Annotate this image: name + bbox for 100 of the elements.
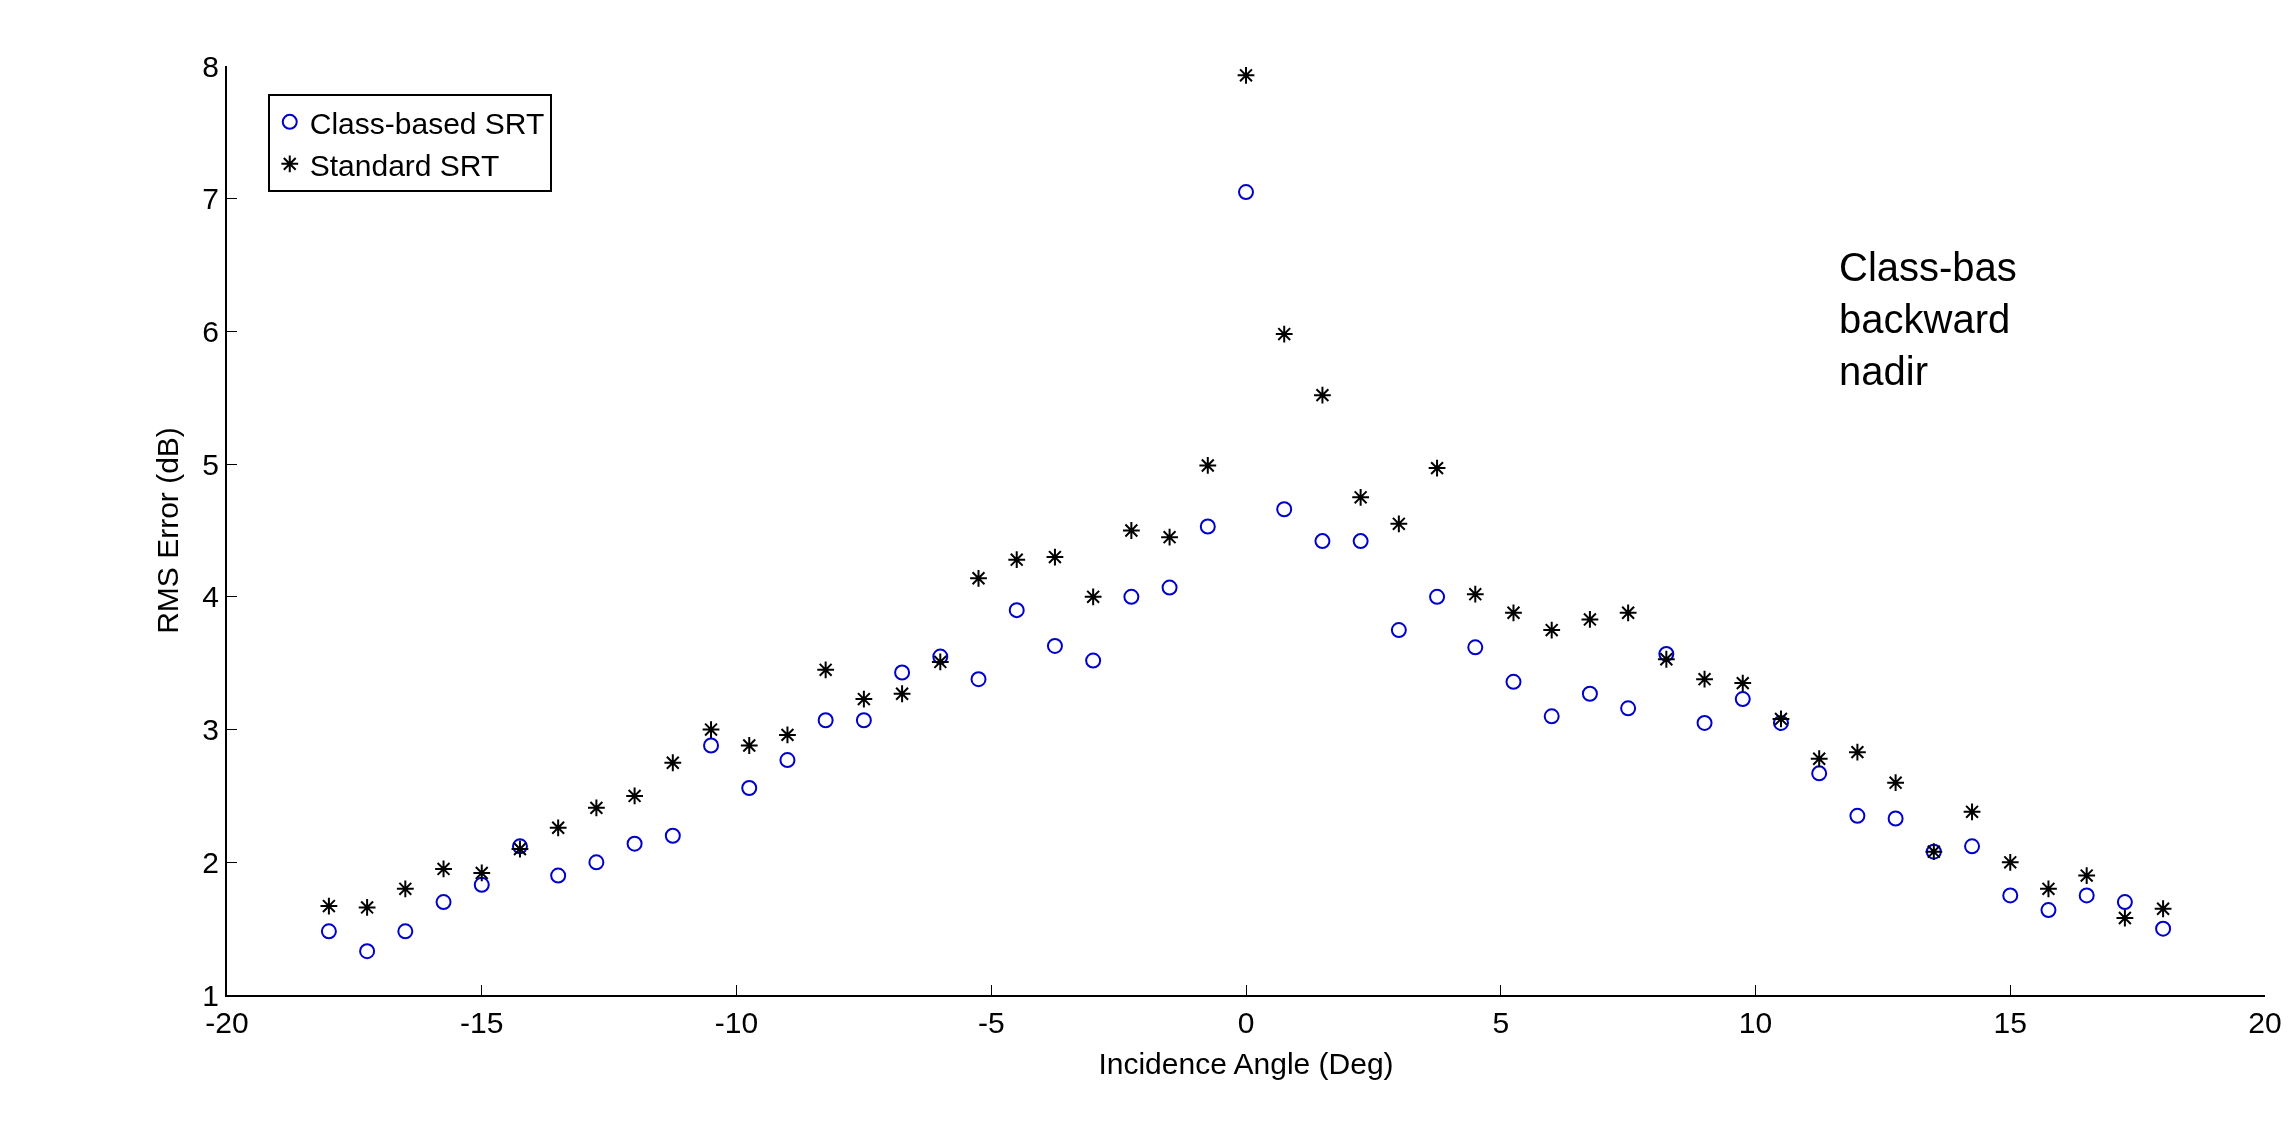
point [548, 818, 568, 838]
x-tick-label: 10 [1738, 1006, 1773, 1039]
point [1465, 584, 1485, 604]
y-tick-label: 3 [202, 713, 219, 747]
point [741, 779, 758, 796]
x-tick-label: -5 [977, 1006, 1005, 1039]
point [1427, 458, 1447, 478]
point [1274, 324, 1294, 344]
point [1390, 622, 1407, 639]
point [932, 648, 949, 665]
point [319, 896, 339, 916]
point [2115, 908, 2135, 928]
point [1658, 645, 1675, 662]
point [1046, 637, 1063, 654]
point [663, 753, 683, 773]
x-tick-label: 20 [2248, 1006, 2282, 1039]
point [1542, 620, 1562, 640]
x-tick-label: -10 [714, 1006, 759, 1039]
point [2002, 887, 2019, 904]
point [1007, 550, 1027, 570]
point [1695, 669, 1714, 689]
y-tick-label: 7 [202, 182, 219, 216]
point [2040, 902, 2057, 919]
y-tick-label: 6 [202, 314, 219, 348]
y-tick-label: 4 [202, 580, 219, 614]
point [1771, 709, 1791, 729]
point [1962, 802, 1982, 822]
y-tick-label: 2 [202, 845, 219, 879]
point [701, 720, 721, 739]
point [703, 737, 720, 754]
point [1198, 456, 1218, 475]
point [1123, 588, 1140, 605]
y-tick-label: 8 [202, 49, 219, 83]
point [739, 736, 759, 755]
legend-label: Class-based SRT [309, 106, 545, 140]
y-axis-title: RMS Error (dB) [150, 427, 184, 634]
point [1467, 639, 1484, 656]
point [1008, 602, 1025, 619]
point [854, 689, 874, 709]
point [625, 786, 644, 806]
point [1809, 749, 1829, 769]
point [1543, 708, 1560, 725]
point [892, 684, 912, 704]
point [1886, 773, 1906, 793]
point [588, 854, 605, 871]
point [1504, 603, 1523, 623]
point [395, 879, 415, 899]
point [855, 712, 872, 729]
point [664, 827, 681, 844]
point [969, 568, 988, 588]
point [2039, 879, 2058, 899]
point [2000, 852, 2020, 872]
point [626, 835, 643, 852]
point [1276, 501, 1293, 518]
point [550, 867, 567, 884]
point [320, 923, 337, 940]
point [1429, 588, 1446, 605]
point [473, 876, 490, 893]
x-axis-title: Incidence Angle (Deg) [1098, 1047, 1394, 1080]
point [2077, 866, 2097, 885]
point [1734, 691, 1751, 708]
legend-label: Standard SRT [309, 148, 500, 182]
point [2153, 899, 2173, 919]
point [357, 898, 377, 917]
point [2078, 887, 2095, 904]
point [1811, 765, 1828, 782]
point [1313, 385, 1332, 405]
annotation: Class-bas backward nadir [1839, 245, 2017, 393]
point [1848, 742, 1867, 762]
point [1161, 579, 1178, 596]
point [1618, 603, 1638, 623]
point [1160, 527, 1179, 547]
point [1121, 521, 1141, 540]
point [1085, 652, 1102, 669]
point [1314, 533, 1331, 550]
point [1505, 673, 1522, 690]
point [1656, 649, 1676, 669]
x-tick-label: 5 [1492, 1006, 1510, 1039]
point [397, 923, 414, 940]
point [434, 859, 453, 879]
point [1580, 610, 1600, 629]
point [472, 863, 492, 883]
x-tick-label: 0 [1237, 1006, 1255, 1039]
point [930, 652, 950, 672]
point [816, 660, 836, 680]
point [1352, 533, 1369, 550]
point [1236, 66, 1256, 85]
point [1045, 547, 1065, 567]
y-tick-label: 5 [202, 447, 219, 481]
point [817, 712, 834, 729]
point [586, 798, 606, 818]
point [1696, 714, 1713, 731]
x-tick-label: 15 [1993, 1006, 2027, 1039]
point [1964, 838, 1981, 855]
point [1772, 714, 1789, 731]
point [2116, 894, 2133, 911]
point [894, 664, 911, 681]
point [1620, 700, 1637, 717]
point [1199, 518, 1216, 535]
x-tick-label: -15 [460, 1006, 504, 1039]
